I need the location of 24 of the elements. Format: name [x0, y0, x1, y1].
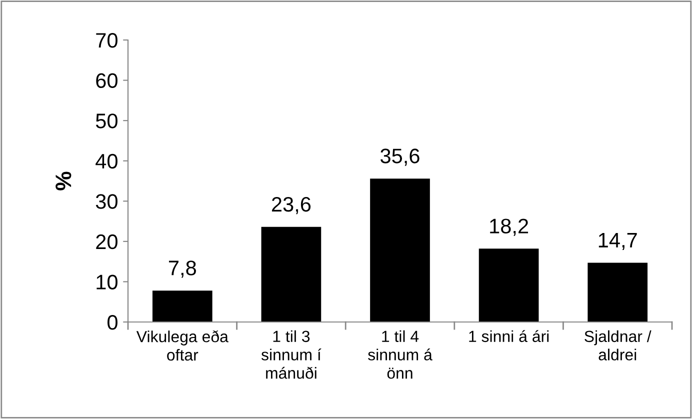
x-tick-label: 1 til 4 sinnum á önn — [368, 330, 432, 379]
y-tick-label: 0 — [108, 315, 118, 330]
data-label: 14,7 — [598, 233, 637, 250]
y-axis-title: % — [56, 172, 72, 190]
bar — [152, 290, 212, 322]
x-tick-label: 1 sinni á ári — [469, 330, 549, 342]
y-tick-label: 30 — [96, 194, 118, 209]
bar — [588, 262, 648, 322]
bar — [370, 178, 430, 322]
y-tick-label: 70 — [96, 33, 118, 48]
bar — [261, 226, 322, 322]
data-label: 7,8 — [168, 260, 196, 278]
x-tick-label: Vikulega eða oftar — [136, 330, 228, 361]
y-tick-label: 20 — [96, 234, 118, 250]
x-tick-label: Sjaldnar / aldrei — [584, 330, 652, 360]
data-label: 18,2 — [490, 218, 528, 236]
data-label: 35,6 — [380, 148, 420, 166]
y-tick-label: 10 — [96, 274, 118, 290]
y-tick-label: 50 — [96, 114, 118, 128]
y-tick-label: 40 — [96, 154, 118, 169]
data-label: 23,6 — [272, 196, 311, 214]
y-tick-label: 60 — [96, 73, 118, 88]
bar — [478, 248, 539, 322]
x-tick-label: 1 til 3 sinnum í mánuði — [261, 330, 322, 379]
